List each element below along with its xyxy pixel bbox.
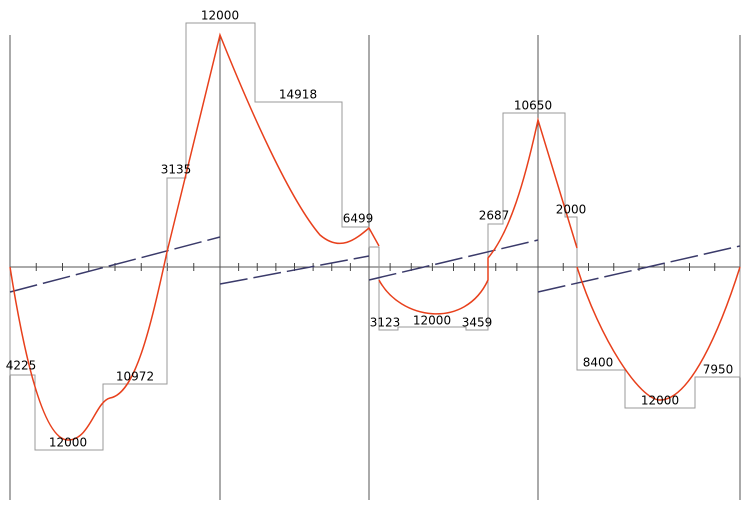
- value-label: 7950: [703, 363, 734, 377]
- value-label: 10972: [116, 370, 154, 384]
- value-label: 12000: [413, 314, 451, 328]
- value-label: 3459: [462, 316, 493, 330]
- value-label: 3135: [161, 163, 192, 177]
- labels: 4225 12000 10972 3135 12000 14918 6499 3…: [6, 9, 734, 450]
- value-label: 4225: [6, 359, 37, 373]
- load-outline: [378, 112, 741, 409]
- value-label: 6499: [343, 212, 374, 226]
- shear-line: [219, 255, 370, 285]
- moment-curve: [378, 117, 578, 315]
- value-label: 2687: [479, 209, 510, 223]
- value-label: 10650: [514, 99, 552, 113]
- load-outline: [9, 22, 380, 451]
- value-label: 12000: [201, 9, 239, 23]
- shear-line: [9, 236, 221, 293]
- shear-line: [537, 245, 741, 293]
- value-label: 8400: [583, 356, 614, 370]
- moment-curve: [576, 266, 741, 401]
- value-label: 12000: [641, 394, 679, 408]
- shear-line: [368, 239, 539, 281]
- value-label: 3123: [370, 316, 401, 330]
- value-label: 12000: [49, 436, 87, 450]
- supports: [9, 35, 741, 500]
- moment-curve: [9, 32, 380, 441]
- value-label: 2000: [556, 203, 587, 217]
- value-label: 14918: [279, 88, 317, 102]
